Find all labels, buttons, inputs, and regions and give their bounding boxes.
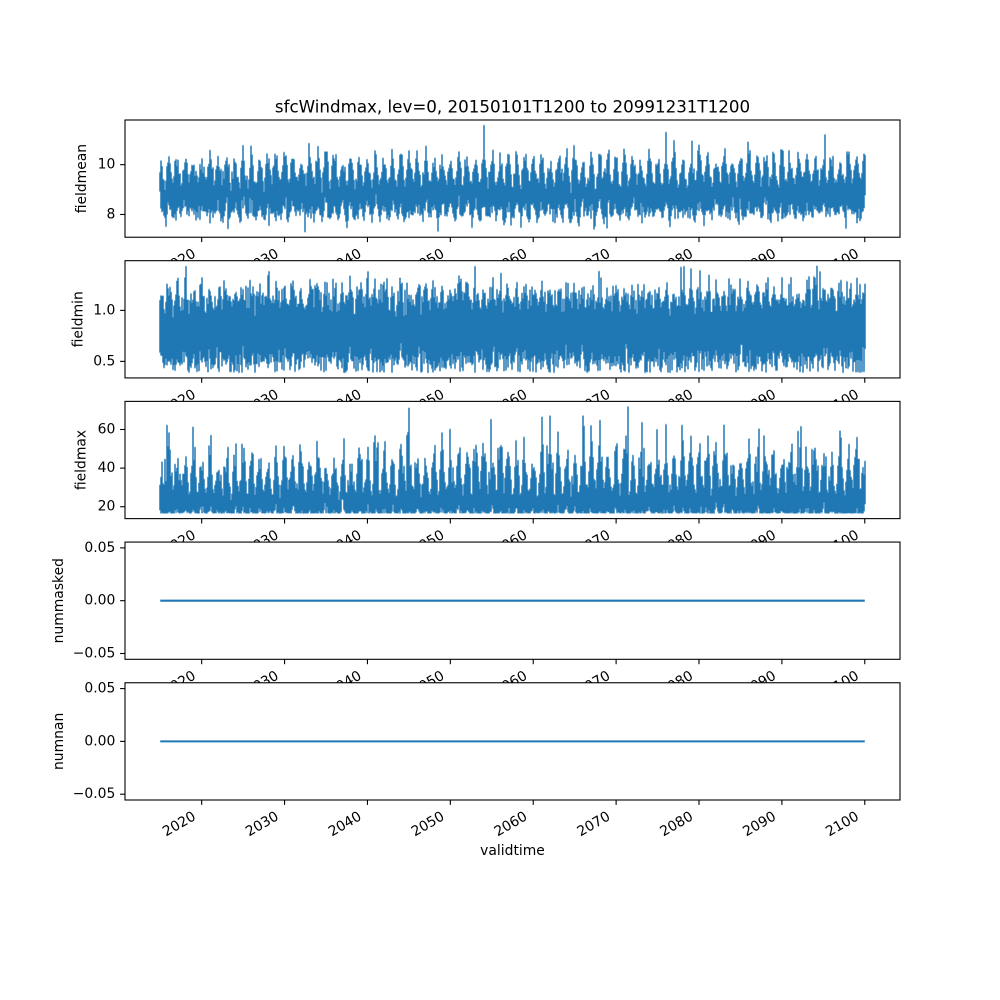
y-tick-label: 0.5 (93, 353, 115, 369)
series-line-fieldmean (159, 125, 866, 232)
y-tick-label: 0.05 (84, 540, 115, 556)
series-line-fieldmin (159, 266, 866, 373)
x-tick-label: 2070 (574, 809, 613, 841)
x-tick-label: 2040 (326, 809, 365, 841)
y-tick-label: −0.05 (73, 786, 116, 802)
y-tick-label: 8 (106, 206, 115, 222)
x-tick-label: 2080 (657, 809, 696, 841)
subplot-fieldmax: 2040602020203020402050206020702080209021… (74, 400, 901, 559)
y-tick-label: 0.00 (84, 593, 115, 609)
subplot-nummasked: −0.050.000.05202020302040205020602070208… (51, 540, 901, 699)
series-line-fieldmax (159, 406, 866, 514)
y-axis-label-nummasked: nummasked (51, 558, 67, 643)
y-axis-label-numnan: numnan (51, 713, 67, 770)
y-axis-label-fieldmin: fieldmin (71, 291, 87, 347)
subplot-numnan: −0.05 0.00 0.05 2020 2030 2040 2050 2060 2070 208… (51, 681, 901, 841)
y-tick-label: 1.0 (93, 302, 115, 318)
y-tick-label: 20 (98, 499, 116, 515)
y-tick-label: 0.00 (84, 733, 115, 749)
axes-frame (124, 119, 901, 238)
subplot-fieldmin: 0.51.02020203020402050206020702080209021… (71, 260, 901, 418)
axes-frame (124, 400, 901, 520)
y-tick-label: 0.05 (84, 681, 115, 697)
x-tick-label: 2020 (160, 809, 199, 841)
y-tick-label: 40 (98, 460, 116, 476)
y-axis-label-fieldmax: fieldmax (74, 430, 90, 490)
x-tick-label: 2030 (243, 809, 282, 841)
y-tick-label: −0.05 (73, 646, 116, 662)
axes-frame (124, 260, 901, 379)
x-axis-label: validtime (480, 843, 545, 859)
y-tick-label: 10 (98, 157, 116, 173)
x-tick-label: 2060 (492, 809, 531, 841)
x-tick-label: 2100 (823, 809, 862, 841)
x-tick-label: 2090 (740, 809, 779, 841)
chart-title: sfcWindmax, lev=0, 20150101T1200 to 2099… (275, 97, 750, 117)
x-tick-label: 2050 (409, 809, 448, 841)
subplot-fieldmean: 810202020302040205020602070208020902100f… (74, 119, 901, 277)
y-axis-label-fieldmean: fieldmean (74, 144, 90, 213)
y-tick-label: 60 (98, 421, 116, 437)
